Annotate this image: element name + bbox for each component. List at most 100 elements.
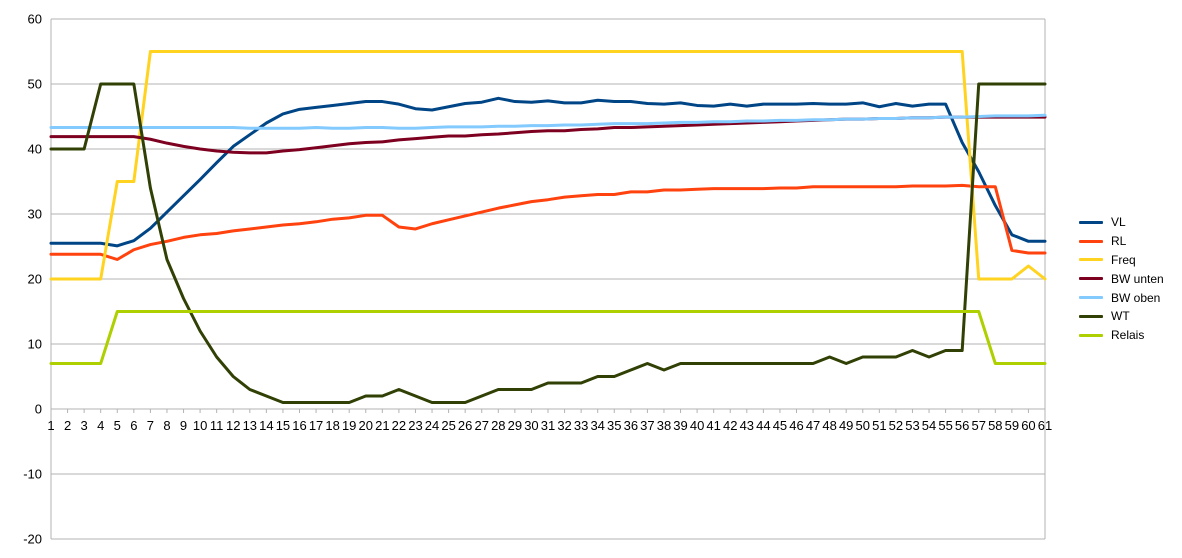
- chart-legend: VL RL Freq BW unten BW oben WT Relais: [1079, 213, 1179, 345]
- x-tick-label: 51: [872, 418, 886, 433]
- legend-swatch: [1079, 258, 1103, 262]
- x-tick-label: 35: [607, 418, 621, 433]
- x-tick-label: 22: [392, 418, 406, 433]
- legend-item: RL: [1079, 232, 1179, 251]
- legend-item: BW oben: [1079, 288, 1179, 307]
- x-tick-label: 7: [147, 418, 154, 433]
- x-tick-label: 56: [955, 418, 969, 433]
- x-tick-label: 18: [325, 418, 339, 433]
- legend-swatch: [1079, 239, 1103, 243]
- x-tick-label: 9: [180, 418, 187, 433]
- series-line-vl: [49, 96, 1047, 248]
- x-tick-label: 28: [491, 418, 505, 433]
- series-line-rl: [49, 183, 1047, 261]
- x-tick-label: 17: [309, 418, 323, 433]
- x-tick-label: 26: [458, 418, 472, 433]
- x-tick-label: 15: [276, 418, 290, 433]
- x-tick-label: 21: [375, 418, 389, 433]
- legend-swatch: [1079, 220, 1103, 224]
- x-tick-label: 36: [624, 418, 638, 433]
- x-tick-label: 3: [81, 418, 88, 433]
- y-tick-label: 30: [28, 207, 42, 222]
- x-tick-label: 5: [114, 418, 121, 433]
- x-tick-label: 19: [342, 418, 356, 433]
- x-tick-label: 47: [806, 418, 820, 433]
- series-lines: [49, 50, 1047, 404]
- x-tick-label: 14: [259, 418, 273, 433]
- legend-swatch: [1079, 314, 1103, 318]
- legend-label: RL: [1111, 234, 1127, 249]
- series-line-wt: [49, 82, 1047, 404]
- x-tick-label: 23: [408, 418, 422, 433]
- x-tick-label: 10: [193, 418, 207, 433]
- y-tick-label: 20: [28, 272, 42, 287]
- x-tick-label: 60: [1021, 418, 1035, 433]
- x-tick-label: 25: [441, 418, 455, 433]
- y-axis-tick-labels: -20 -10 0 10 20 30 40 50 60: [23, 12, 42, 547]
- series-line-relais: [49, 310, 1047, 365]
- y-tick-label: 40: [28, 142, 42, 157]
- x-tick-label: 58: [988, 418, 1002, 433]
- x-tick-label: 42: [723, 418, 737, 433]
- legend-label: VL: [1111, 215, 1126, 230]
- x-tick-label: 55: [938, 418, 952, 433]
- x-tick-label: 59: [1005, 418, 1019, 433]
- x-tick-label: 27: [474, 418, 488, 433]
- legend-label: Freq: [1111, 252, 1136, 267]
- x-tick-label: 12: [226, 418, 240, 433]
- legend-label: BW unten: [1111, 271, 1164, 286]
- legend-swatch: [1079, 333, 1103, 337]
- x-tick-label: 11: [210, 418, 224, 433]
- legend-item: BW unten: [1079, 269, 1179, 288]
- x-tick-label: 24: [425, 418, 439, 433]
- x-tick-label: 57: [971, 418, 985, 433]
- y-tick-label: -10: [23, 467, 42, 482]
- x-tick-label: 6: [130, 418, 137, 433]
- x-tick-label: 40: [690, 418, 704, 433]
- legend-item: VL: [1079, 213, 1179, 232]
- x-tick-label: 49: [839, 418, 853, 433]
- x-tick-label: 16: [292, 418, 306, 433]
- x-tick-label: 48: [822, 418, 836, 433]
- x-tick-label: 46: [789, 418, 803, 433]
- x-tick-label: 32: [557, 418, 571, 433]
- y-tick-label: 10: [28, 337, 42, 352]
- grid-lines: [50, 18, 1046, 540]
- x-tick-label: 61: [1038, 418, 1052, 433]
- x-tick-label: 43: [740, 418, 754, 433]
- legend-item: WT: [1079, 307, 1179, 326]
- series-line-bw-oben: [49, 113, 1047, 130]
- x-tick-label: 52: [889, 418, 903, 433]
- legend-label: BW oben: [1111, 290, 1161, 305]
- x-tick-label: 53: [905, 418, 919, 433]
- x-tick-label: 4: [97, 418, 104, 433]
- legend-swatch: [1079, 296, 1103, 300]
- y-tick-label: 0: [35, 402, 42, 417]
- y-tick-label: 60: [28, 12, 42, 27]
- x-tick-label: 41: [706, 418, 720, 433]
- x-tick-label: 45: [773, 418, 787, 433]
- x-tick-label: 37: [640, 418, 654, 433]
- x-tick-label: 44: [756, 418, 770, 433]
- legend-label: Relais: [1111, 328, 1145, 343]
- y-tick-label: -20: [23, 532, 42, 547]
- x-tick-label: 30: [524, 418, 538, 433]
- y-tick-label: 50: [28, 77, 42, 92]
- x-tick-label: 38: [657, 418, 671, 433]
- x-tick-label: 39: [673, 418, 687, 433]
- legend-item: Freq: [1079, 251, 1179, 270]
- legend-label: WT: [1111, 309, 1130, 324]
- x-tick-label: 20: [359, 418, 373, 433]
- x-tick-label: 31: [541, 418, 555, 433]
- series-line-freq: [49, 50, 1047, 281]
- x-tick-label: 2: [64, 418, 71, 433]
- x-tick-label: 54: [922, 418, 936, 433]
- x-tick-label: 34: [590, 418, 604, 433]
- x-tick-label: 13: [243, 418, 257, 433]
- x-tick-label: 1: [47, 418, 54, 433]
- legend-item: Relais: [1079, 326, 1179, 345]
- x-tick-label: 29: [508, 418, 522, 433]
- x-tick-label: 50: [856, 418, 870, 433]
